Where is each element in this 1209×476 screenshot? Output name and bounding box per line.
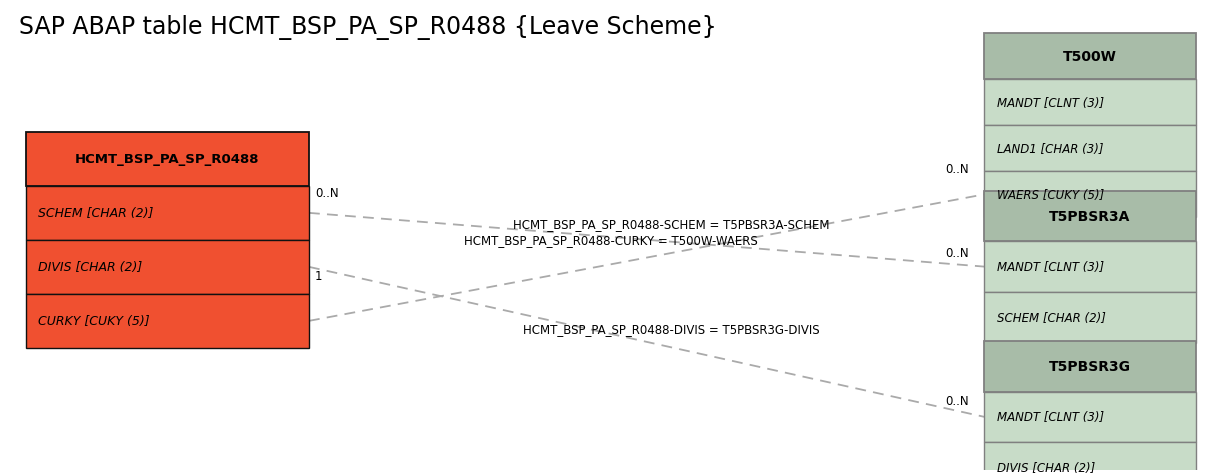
Text: HCMT_BSP_PA_SP_R0488: HCMT_BSP_PA_SP_R0488 — [75, 153, 260, 166]
Text: HCMT_BSP_PA_SP_R0488-DIVIS = T5PBSR3G-DIVIS: HCMT_BSP_PA_SP_R0488-DIVIS = T5PBSR3G-DI… — [522, 322, 820, 335]
Text: MANDT [CLNT (3)]: MANDT [CLNT (3)] — [996, 260, 1104, 274]
Text: WAERS [CUKY (5)]: WAERS [CUKY (5)] — [996, 188, 1104, 201]
Text: T500W: T500W — [1063, 50, 1117, 64]
Text: SCHEM [CHAR (2)]: SCHEM [CHAR (2)] — [996, 311, 1105, 324]
Text: 0..N: 0..N — [945, 247, 968, 259]
FancyBboxPatch shape — [984, 442, 1196, 476]
FancyBboxPatch shape — [984, 34, 1196, 80]
Text: LAND1 [CHAR (3)]: LAND1 [CHAR (3)] — [996, 142, 1103, 156]
FancyBboxPatch shape — [984, 292, 1196, 343]
Text: DIVIS [CHAR (2)]: DIVIS [CHAR (2)] — [37, 261, 141, 274]
FancyBboxPatch shape — [984, 341, 1196, 392]
FancyBboxPatch shape — [25, 294, 310, 348]
FancyBboxPatch shape — [984, 242, 1196, 292]
Text: 0..N: 0..N — [945, 394, 968, 407]
Text: DIVIS [CHAR (2)]: DIVIS [CHAR (2)] — [996, 461, 1095, 474]
Text: MANDT [CLNT (3)]: MANDT [CLNT (3)] — [996, 97, 1104, 109]
Text: 0..N: 0..N — [945, 163, 968, 176]
Text: 0..N: 0..N — [316, 187, 339, 199]
FancyBboxPatch shape — [25, 187, 310, 240]
Text: SCHEM [CHAR (2)]: SCHEM [CHAR (2)] — [37, 207, 154, 220]
FancyBboxPatch shape — [984, 392, 1196, 442]
FancyBboxPatch shape — [25, 133, 310, 187]
FancyBboxPatch shape — [984, 126, 1196, 172]
FancyBboxPatch shape — [984, 172, 1196, 218]
Text: T5PBSR3G: T5PBSR3G — [1049, 359, 1130, 373]
FancyBboxPatch shape — [25, 240, 310, 294]
FancyBboxPatch shape — [984, 80, 1196, 126]
Text: HCMT_BSP_PA_SP_R0488-SCHEM = T5PBSR3A-SCHEM: HCMT_BSP_PA_SP_R0488-SCHEM = T5PBSR3A-SC… — [513, 218, 829, 231]
Text: SAP ABAP table HCMT_BSP_PA_SP_R0488 {Leave Scheme}: SAP ABAP table HCMT_BSP_PA_SP_R0488 {Lea… — [19, 15, 717, 40]
Text: HCMT_BSP_PA_SP_R0488-CURKY = T500W-WAERS: HCMT_BSP_PA_SP_R0488-CURKY = T500W-WAERS — [464, 233, 757, 247]
Text: CURKY [CUKY (5)]: CURKY [CUKY (5)] — [37, 315, 149, 327]
FancyBboxPatch shape — [984, 191, 1196, 242]
Text: MANDT [CLNT (3)]: MANDT [CLNT (3)] — [996, 410, 1104, 424]
Text: 1: 1 — [316, 269, 323, 283]
Text: T5PBSR3A: T5PBSR3A — [1049, 209, 1130, 223]
